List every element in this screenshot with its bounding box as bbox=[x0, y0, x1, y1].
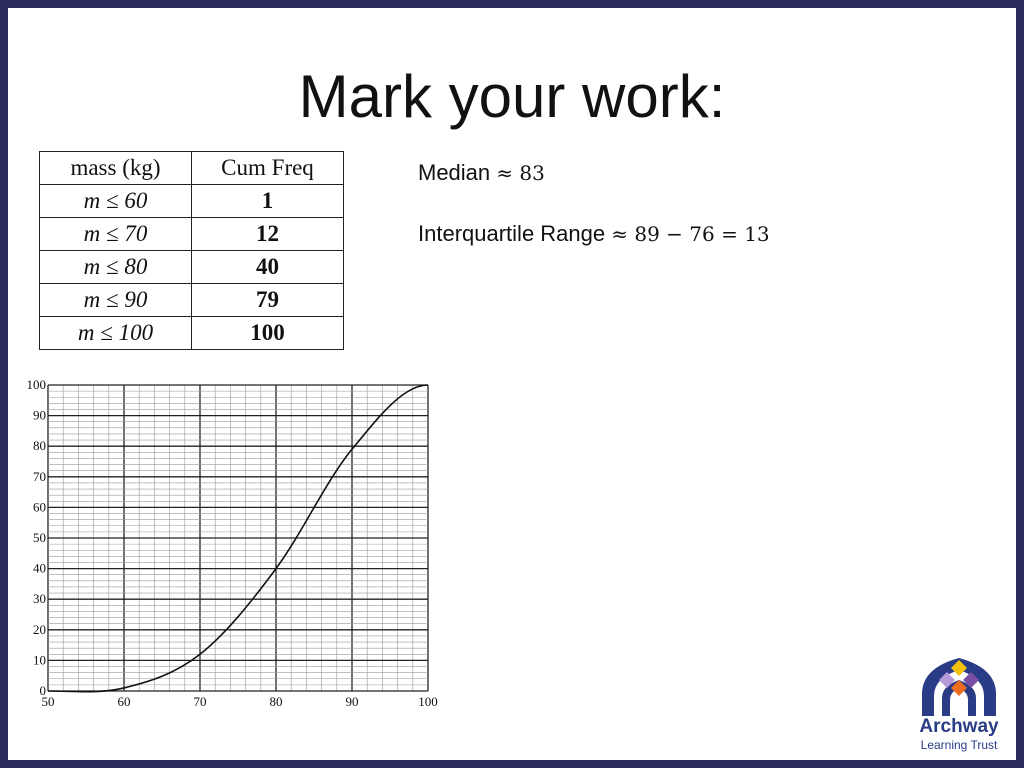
x-tick-label: 90 bbox=[346, 694, 359, 709]
median-answer: Median ≈ 83 bbox=[418, 160, 545, 186]
x-tick-label: 70 bbox=[194, 694, 207, 709]
y-tick-label: 90 bbox=[33, 408, 46, 423]
x-tick-label: 50 bbox=[42, 694, 55, 709]
cumulative-frequency-curve bbox=[47, 384, 429, 693]
iqr-label: Interquartile Range bbox=[418, 221, 606, 246]
chart-grid bbox=[47, 384, 429, 692]
logo-subtitle: Learning Trust bbox=[920, 738, 998, 752]
y-tick-label: 40 bbox=[33, 561, 46, 576]
x-tick-label: 100 bbox=[418, 694, 438, 709]
y-tick-label: 0 bbox=[40, 683, 47, 698]
y-tick-label: 20 bbox=[33, 622, 46, 637]
chart-tick-labels: 50 60 70 80 90 100 0 10 20 30 40 50 60 70 80 90 100 bbox=[27, 377, 438, 709]
x-tick-label: 60 bbox=[118, 694, 131, 709]
mass-cell: m ≤ 100 bbox=[39, 316, 192, 350]
y-tick-label: 70 bbox=[33, 469, 46, 484]
y-tick-label: 100 bbox=[27, 377, 47, 392]
median-expression: ≈ 83 bbox=[496, 161, 545, 185]
iqr-answer: Interquartile Range ≈ 89 − 76 = 13 bbox=[418, 221, 770, 247]
archway-logo-icon bbox=[922, 658, 996, 716]
y-tick-label: 10 bbox=[33, 652, 46, 667]
logo-name: Archway bbox=[919, 716, 999, 737]
header-mass: mass (kg) bbox=[39, 151, 192, 185]
header-cum-freq: Cum Freq bbox=[191, 151, 344, 185]
chart-curve-group bbox=[47, 384, 429, 693]
cum-freq-cell: 100 bbox=[191, 316, 344, 350]
x-tick-label: 80 bbox=[270, 694, 283, 709]
frequency-table: mass (kg) Cum Freq m ≤ 60 1 m ≤ 70 12 m … bbox=[39, 151, 344, 350]
table-row: m ≤ 100 100 bbox=[39, 316, 344, 350]
y-tick-label: 60 bbox=[33, 499, 46, 514]
cum-freq-cell: 79 bbox=[191, 283, 344, 317]
iqr-expression: ≈ 89 − 76 = 13 bbox=[611, 222, 770, 246]
median-label: Median bbox=[418, 160, 491, 185]
y-tick-label: 30 bbox=[33, 591, 46, 606]
y-tick-label: 50 bbox=[33, 530, 46, 545]
slide-background bbox=[8, 8, 1016, 760]
y-tick-label: 80 bbox=[33, 438, 46, 453]
cum-freq-cell: 40 bbox=[191, 250, 344, 284]
slide-title: Mark your work: bbox=[298, 63, 726, 130]
